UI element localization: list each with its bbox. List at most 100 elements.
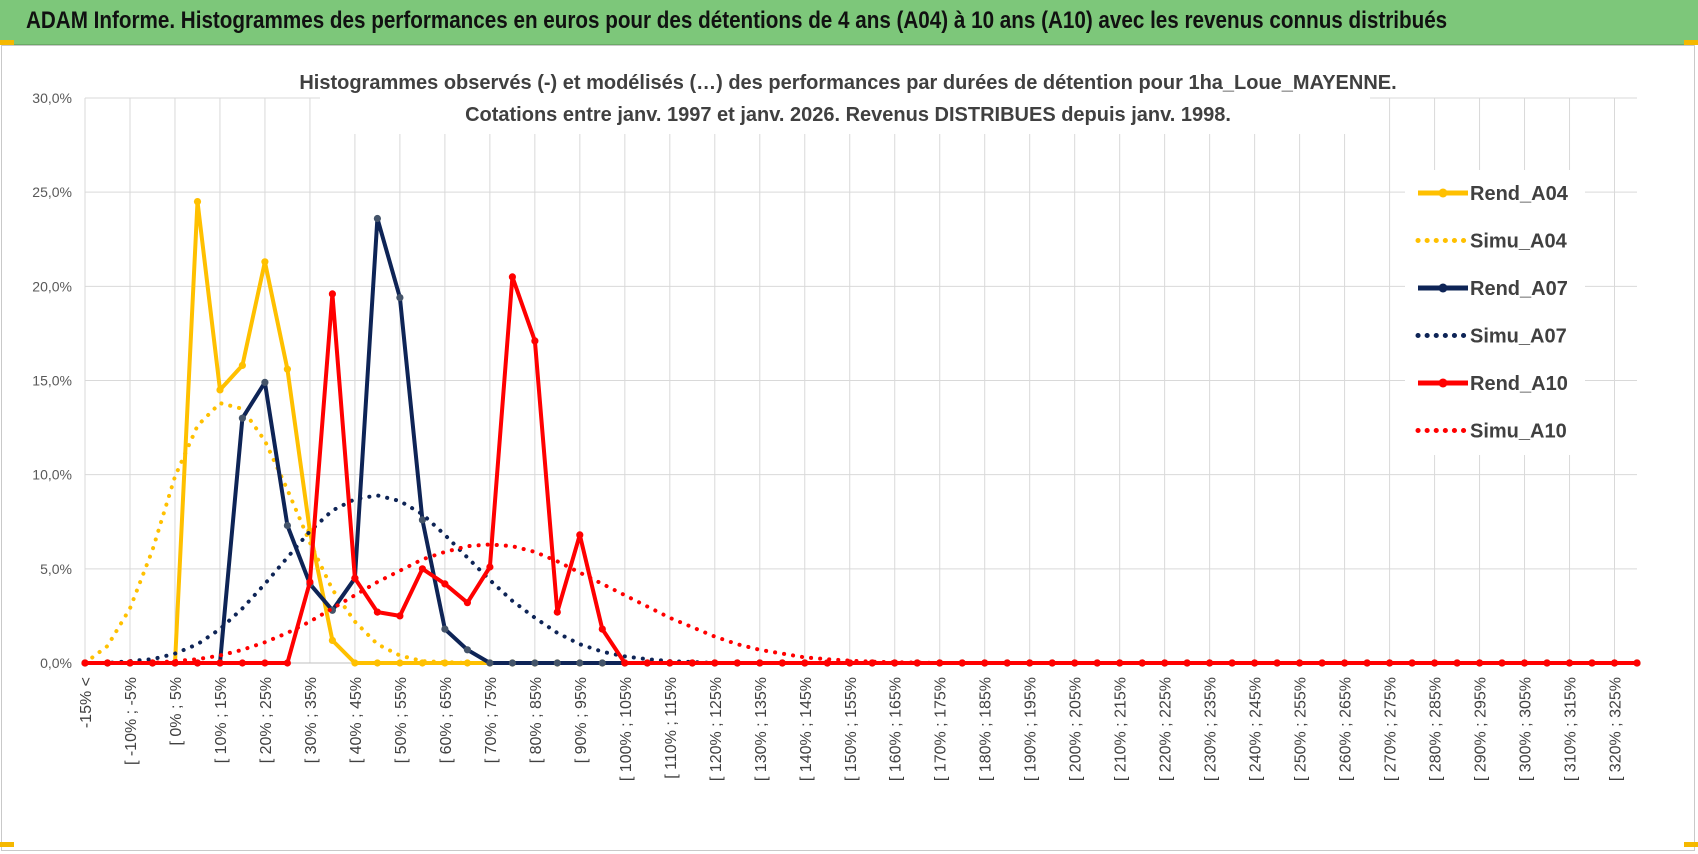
data-point — [441, 625, 449, 633]
x-tick-label: [ 200% ; 205% — [1068, 677, 1085, 781]
y-tick-label: 25,0% — [32, 184, 72, 200]
data-point — [351, 574, 359, 582]
data-point — [486, 659, 494, 667]
data-point — [463, 646, 471, 654]
x-tick-label: [ 100% ; 105% — [618, 677, 635, 781]
data-point — [598, 659, 606, 667]
x-tick-label: [ 60% ; 65% — [438, 677, 455, 763]
data-point — [598, 625, 606, 633]
data-point — [733, 659, 741, 667]
chart-title-line2: Cotations entre janv. 1997 et janv. 2026… — [465, 104, 1231, 126]
corner-marker-bottom-right — [1684, 842, 1698, 847]
x-tick-label: [ 260% ; 265% — [1338, 677, 1355, 781]
data-point — [508, 659, 516, 667]
data-point — [1386, 659, 1394, 667]
x-tick-label: [ 310% ; 315% — [1563, 677, 1580, 781]
x-tick-label: [ 90% ; 95% — [573, 677, 590, 763]
y-tick-label: 5,0% — [40, 561, 72, 577]
legend-label: Simu_A07 — [1470, 326, 1567, 348]
y-tick-label: 30,0% — [32, 90, 72, 106]
series-line-rend_a10 — [83, 274, 1639, 665]
x-tick-label: [ 10% ; 15% — [213, 677, 230, 763]
chart-frame — [1, 45, 1695, 851]
x-tick-label: [ 120% ; 125% — [708, 677, 725, 781]
data-point — [306, 578, 314, 586]
x-tick-label: [ 210% ; 215% — [1113, 677, 1130, 781]
data-point — [328, 290, 336, 298]
legend-label: Simu_A04 — [1470, 231, 1568, 253]
data-point — [328, 636, 336, 645]
data-point — [553, 608, 561, 616]
data-point — [441, 580, 449, 588]
data-point — [373, 659, 381, 667]
data-point — [216, 659, 224, 667]
data-point — [1565, 659, 1574, 667]
x-tick-label: [ 50% ; 55% — [393, 677, 410, 763]
data-point — [621, 659, 629, 667]
data-point — [1341, 659, 1349, 667]
data-point — [396, 294, 404, 302]
data-point — [238, 361, 246, 369]
data-point — [778, 659, 786, 667]
y-tick-label: 10,0% — [32, 467, 72, 483]
data-point — [576, 531, 584, 539]
x-tick-label: [ 0% ; 5% — [168, 677, 185, 745]
data-point — [396, 612, 404, 620]
legend-marker — [1438, 283, 1448, 293]
x-tick-label: [ 180% ; 185% — [978, 677, 995, 781]
data-point — [238, 414, 246, 422]
x-tick-label: -15% < — [78, 677, 95, 728]
x-tick-label: [ 170% ; 175% — [933, 677, 950, 781]
x-tick-label: [ 150% ; 155% — [843, 677, 860, 781]
data-point — [486, 563, 494, 571]
legend: Rend_A04 Simu_A04 Rend_A07 Simu_A07 Rend_A10… — [1405, 170, 1585, 455]
x-tick-label: [ 80% ; 85% — [528, 677, 545, 763]
corner-marker-bottom-left — [0, 842, 14, 847]
data-point — [1520, 659, 1529, 667]
data-point — [238, 659, 246, 667]
corner-marker-top-left — [0, 40, 14, 45]
x-tick-label: [ 230% ; 235% — [1203, 677, 1220, 781]
data-point — [193, 198, 202, 206]
data-point — [1476, 659, 1484, 667]
chart-title-background — [320, 64, 1370, 134]
x-tick-label: [ 270% ; 275% — [1383, 677, 1400, 781]
data-point — [756, 659, 764, 667]
x-tick-label: [ 70% ; 75% — [483, 677, 500, 763]
x-tick-label: [ 240% ; 245% — [1248, 677, 1265, 781]
data-point — [216, 386, 224, 394]
x-tick-label: [ 190% ; 195% — [1023, 677, 1040, 781]
data-point — [553, 659, 561, 667]
legend-background — [1405, 170, 1585, 455]
data-point — [1633, 659, 1641, 667]
data-point — [351, 659, 359, 667]
series-line-rend_a07 — [83, 216, 1639, 665]
x-tick-label: [ 140% ; 145% — [798, 677, 815, 781]
data-point — [283, 521, 291, 530]
legend-label: Rend_A10 — [1470, 373, 1568, 395]
x-tick-label: [ 130% ; 135% — [753, 677, 770, 781]
data-point — [193, 659, 202, 667]
data-point — [508, 273, 516, 281]
x-tick-label: [ 20% ; 25% — [258, 677, 275, 763]
x-tick-label: [ -10% ; -5% — [123, 677, 140, 765]
legend-label: Rend_A07 — [1470, 278, 1568, 300]
data-point — [283, 365, 291, 373]
data-point — [1093, 659, 1101, 667]
legend-label: Simu_A10 — [1470, 421, 1567, 443]
y-tick-label: 20,0% — [32, 278, 72, 294]
legend-marker — [1438, 378, 1448, 388]
data-point — [261, 659, 269, 667]
data-point — [261, 378, 269, 386]
data-point — [418, 516, 426, 524]
data-point — [1003, 659, 1011, 667]
x-tick-label: [ 30% ; 35% — [303, 677, 320, 763]
x-axis-ticks: -15% < [ -10% ; -5% [ 0% ; 5% [ 10% ; 15% [ … — [78, 677, 1625, 781]
data-point — [576, 659, 584, 667]
data-point — [463, 599, 471, 607]
data-point — [1183, 659, 1191, 667]
x-tick-label: [ 40% ; 45% — [348, 677, 365, 763]
x-tick-label: [ 300% ; 305% — [1518, 677, 1535, 781]
page-title: ADAM Informe. Histogrammes des performan… — [26, 7, 1448, 34]
